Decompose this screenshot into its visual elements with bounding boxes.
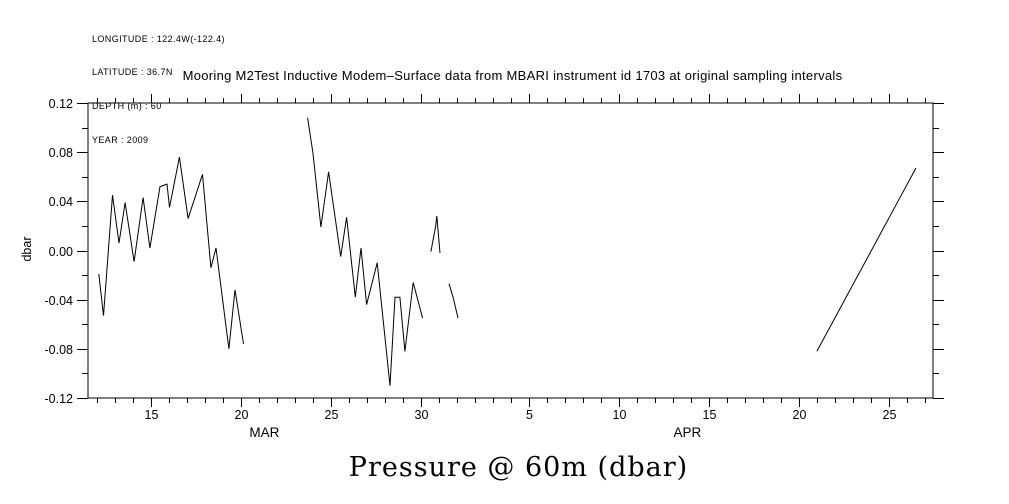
y-tick-label: 0.08 — [49, 146, 73, 160]
x-tick-label: 5 — [526, 408, 533, 422]
x-tick-label: 25 — [325, 408, 339, 422]
x-tick-label: 20 — [235, 408, 249, 422]
x-tick-label: 15 — [145, 408, 159, 422]
metadata-longitude: LONGITUDE : 122.4W(-122.4) — [92, 33, 225, 44]
metadata-latitude: LATITUDE : 36.7N — [92, 67, 173, 78]
metadata-depth: DEPTH (m) : 60 — [92, 101, 162, 112]
month-label-mar: MAR — [249, 425, 279, 440]
y-tick-label: -0.04 — [45, 294, 74, 308]
y-tick-label: 0.12 — [49, 97, 73, 111]
month-label-apr: APR — [673, 425, 701, 440]
metadata-block: LONGITUDE : 122.4W(-122.4) LATITUDE : 36… — [92, 11, 225, 169]
x-tick-label: 10 — [613, 408, 627, 422]
y-tick-label: -0.12 — [45, 392, 74, 406]
pressure-segment-1 — [98, 157, 244, 349]
chart-title: Mooring M2Test Inductive Modem–Surface d… — [182, 68, 843, 83]
y-tick-label: -0.08 — [45, 343, 74, 357]
x-tick-label: 25 — [883, 408, 897, 422]
x-tick-label: 15 — [703, 408, 717, 422]
pressure-segment-2 — [307, 117, 424, 386]
pressure-segment-3 — [430, 216, 441, 254]
y-tick-label: 0.00 — [49, 245, 73, 259]
pressure-segment-4 — [448, 283, 459, 319]
plot-frame — [87, 102, 934, 399]
metadata-year: YEAR : 2009 — [92, 135, 149, 146]
pressure-segment-5 — [816, 167, 917, 352]
x-tick-label: 30 — [415, 408, 429, 422]
x-axis-title: Pressure @ 60m (dbar) — [348, 452, 689, 483]
x-tick-label: 20 — [793, 408, 807, 422]
y-tick-label: 0.04 — [49, 195, 73, 209]
